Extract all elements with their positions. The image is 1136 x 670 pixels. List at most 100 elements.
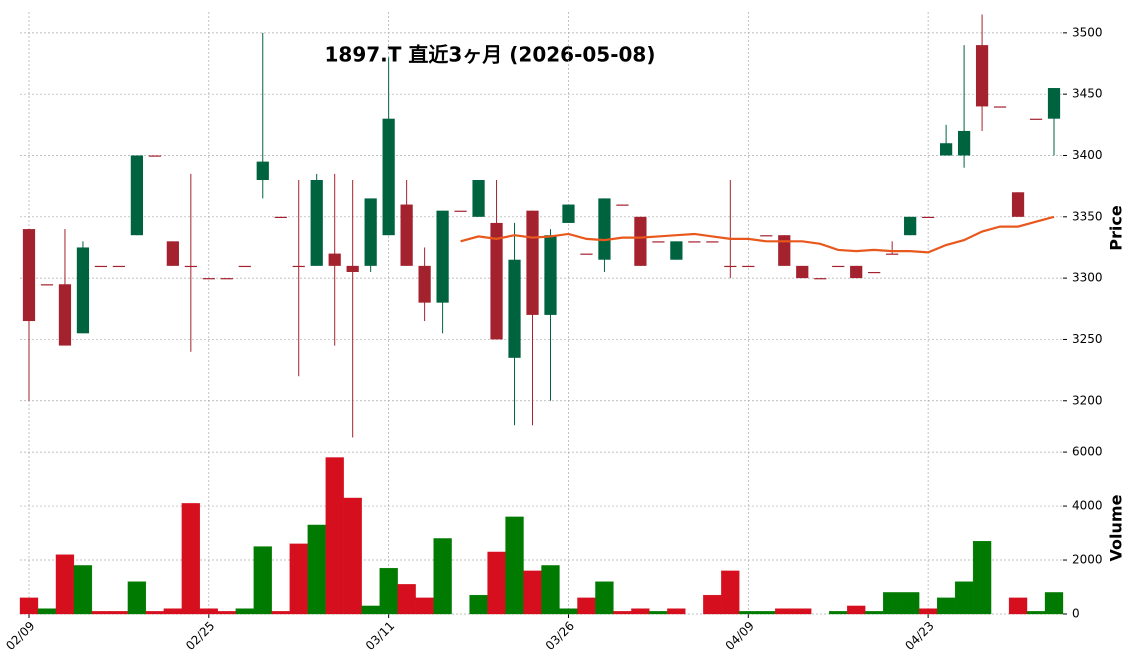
candle-body: [814, 278, 827, 280]
y-tick-label: 3350: [1072, 209, 1103, 223]
y2-axis-label: Volume: [1107, 494, 1126, 561]
candle-body: [310, 180, 323, 266]
volume-bar: [901, 592, 920, 615]
candle-body: [148, 155, 161, 157]
candle-body: [130, 155, 144, 236]
volume-bar: [199, 608, 218, 615]
candle-body: [886, 253, 899, 255]
candle-body: [364, 198, 377, 266]
volume-bar: [505, 516, 524, 615]
chart-title: 1897.T 直近3ヶ月 (2026-05-08): [325, 43, 656, 67]
volume-bar: [631, 608, 650, 615]
x-tick-label: 02/09: [3, 619, 37, 653]
candle-body: [1029, 118, 1043, 120]
volume-bar: [595, 581, 614, 615]
volume-bar: [918, 608, 938, 615]
volume-bar: [721, 570, 740, 615]
candle-body: [22, 229, 36, 322]
volume-bar: [829, 611, 848, 615]
x-tick-label: 02/25: [183, 619, 217, 653]
candle-body: [868, 271, 881, 274]
volume-bar: [217, 611, 236, 615]
candle-body: [346, 265, 359, 272]
candle-body: [166, 241, 179, 266]
volume-bar: [37, 608, 57, 615]
candle-body: [796, 265, 809, 279]
candle-body: [220, 278, 233, 280]
candle-body: [580, 253, 593, 255]
candle-body: [634, 216, 647, 266]
y-axis-label: Price: [1107, 205, 1126, 251]
x-tick-label: 04/09: [723, 619, 757, 653]
candle-body: [112, 265, 126, 268]
volume-bar: [936, 597, 956, 615]
volume-bar: [1008, 597, 1028, 615]
volume-bar: [253, 546, 272, 615]
candle-body: [256, 161, 269, 181]
volume-bar: [954, 581, 974, 615]
candle-body: [778, 235, 791, 266]
volume-bar: [972, 540, 992, 615]
candle-body: [939, 143, 953, 156]
volume-bar: [307, 524, 326, 615]
volume-bar: [649, 611, 668, 615]
candle-body: [706, 241, 719, 243]
volume-bar: [559, 608, 578, 615]
candle-body: [562, 204, 575, 223]
volume-bar: [1026, 611, 1046, 615]
candle-body: [400, 204, 413, 266]
candle-body: [238, 265, 251, 268]
volume-bar: [289, 543, 308, 615]
x-tick-label: 03/11: [363, 619, 397, 653]
candle-body: [975, 45, 989, 107]
volume-bar: [739, 611, 758, 615]
volume-bar: [757, 611, 776, 615]
volume-bar: [523, 570, 542, 615]
candle-body: [922, 216, 935, 219]
candle-body: [454, 210, 467, 212]
y2-tick-label: 2000: [1072, 553, 1103, 567]
candle-body: [652, 241, 665, 243]
volume-bar: [577, 597, 596, 615]
candle-body: [202, 278, 215, 280]
candle-body: [1011, 192, 1025, 217]
candle-body: [292, 265, 305, 268]
candle-body: [58, 284, 72, 346]
y2-tick-label: 4000: [1072, 499, 1103, 513]
volume-bar: [271, 611, 290, 615]
y2-tick-label: 0: [1072, 607, 1080, 621]
candle-body: [94, 265, 108, 268]
candle-body: [760, 235, 773, 237]
candle-body: [850, 265, 863, 279]
y-tick-label: 3200: [1072, 393, 1103, 407]
y-tick-label: 3250: [1072, 332, 1103, 346]
candle-body: [436, 210, 449, 303]
volume-bar: [343, 497, 362, 615]
candle-body: [832, 265, 845, 268]
volume-bar: [793, 608, 812, 615]
y-tick-label: 3450: [1072, 87, 1103, 101]
candle-body: [993, 106, 1007, 108]
volume-bar: [667, 608, 686, 615]
candle-body: [490, 222, 503, 340]
volume-bar: [379, 567, 398, 615]
candle-body: [382, 118, 395, 236]
volume-bar: [91, 611, 111, 615]
volume-bar: [487, 551, 506, 615]
candle-body: [1047, 88, 1061, 119]
y2-tick-label: 6000: [1072, 445, 1103, 459]
volume-bar: [181, 503, 200, 615]
volume-bar: [145, 611, 165, 615]
candle-body: [184, 265, 197, 268]
volume-bar: [469, 594, 488, 615]
volume-bar: [19, 597, 39, 615]
volume-bar: [73, 565, 93, 615]
volume-bar: [415, 597, 434, 615]
volume-bar: [433, 538, 452, 615]
volume-bar: [55, 554, 75, 615]
candle-body: [598, 198, 611, 260]
candle-body: [328, 253, 341, 266]
volume-bar: [847, 605, 866, 615]
candle-body: [742, 265, 755, 268]
volume-bar: [235, 608, 254, 615]
